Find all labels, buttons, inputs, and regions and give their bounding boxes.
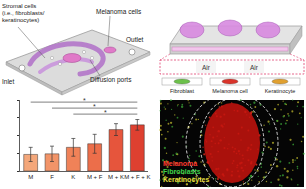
svg-text:M: M [28, 174, 33, 180]
svg-text:keratinocytes): keratinocytes) [2, 17, 39, 23]
svg-text:*: * [104, 109, 107, 116]
svg-text:F: F [50, 174, 54, 180]
svg-text:Stromal cells: Stromal cells [2, 3, 36, 9]
svg-text:Keratinocytes: Keratinocytes [163, 176, 209, 184]
svg-text:Melanoma cells: Melanoma cells [96, 8, 142, 15]
svg-text:Melanoma cell: Melanoma cell [212, 88, 247, 94]
svg-text:K: K [71, 174, 75, 180]
svg-text:*: * [83, 97, 86, 104]
svg-text:(i.e., fibroblasts/: (i.e., fibroblasts/ [2, 10, 45, 16]
svg-text:M + F: M + F [87, 174, 103, 180]
svg-text:Fibroblast: Fibroblast [170, 88, 195, 94]
svg-text:Air: Air [202, 64, 211, 71]
svg-text:Outlet: Outlet [126, 36, 144, 43]
svg-text:Air: Air [250, 64, 259, 71]
svg-text:Keratinocyte: Keratinocyte [265, 88, 296, 94]
svg-text:Fibroblasts: Fibroblasts [163, 168, 201, 175]
svg-text:Melanoma: Melanoma [163, 160, 197, 167]
svg-text:M + K: M + K [108, 174, 124, 180]
svg-text:Diffusion ports: Diffusion ports [90, 76, 132, 84]
svg-text:Inlet: Inlet [2, 78, 14, 85]
svg-text:M + F + K: M + F + K [124, 174, 150, 180]
svg-text:*: * [93, 103, 96, 110]
